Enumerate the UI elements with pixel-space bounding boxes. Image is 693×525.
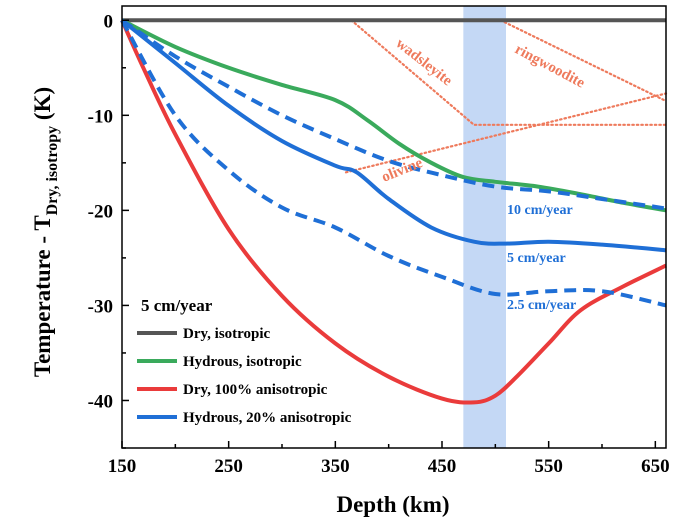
x-tick-label-0: 150 (108, 456, 137, 477)
x-tick-label-5: 650 (641, 456, 670, 477)
annotation-rate-2-5: 2.5 cm/year (507, 298, 576, 313)
legend-label-dry-anisotropic: Dry, 100% anisotropic (183, 382, 328, 398)
legend-label-dry-isotropic: Dry, isotropic (183, 326, 271, 342)
x-tick-label-4: 550 (534, 456, 563, 477)
y-tick-label-1: -10 (88, 106, 113, 127)
plot-frame (121, 5, 667, 449)
y-tick-label-2: -20 (88, 201, 113, 222)
series-line-4 (120, 18, 667, 211)
annotation-rate-5: 5 cm/year (507, 251, 566, 266)
legend-title: 5 cm/year (141, 296, 213, 315)
annotation-olivine: olivine (380, 155, 426, 186)
transition-zone-band-layer (463, 6, 506, 448)
y-axis-title-unit: (K) (30, 87, 55, 126)
axes-layer: 150 250 350 450 550 650 0 -10 -20 -30 -40 (88, 5, 670, 477)
y-tick-label-0: 0 (104, 11, 114, 32)
x-tick-label-1: 250 (214, 456, 243, 477)
x-axis-title: Depth (km) (336, 492, 449, 517)
annotation-rate-10: 10 cm/year (507, 203, 573, 218)
phase-boundary-layer (344, 19, 668, 174)
legend-label-hydrous-isotropic: Hydrous, isotropic (183, 354, 302, 370)
series-line-3 (120, 18, 667, 253)
y-tick-label-3: -30 (88, 296, 113, 317)
phase-boundary-line-0 (344, 92, 668, 174)
x-tick-label-3: 450 (428, 456, 457, 477)
legend: 5 cm/year Dry, isotropic Hydrous, isotro… (137, 296, 352, 426)
phase-boundary-line-1 (350, 19, 668, 126)
y-axis-title-main: Temperature - T (30, 215, 55, 377)
transition-zone-band (463, 6, 506, 448)
y-axis-title-subscript: Dry, isotropy (44, 126, 61, 215)
series-layer (120, 18, 667, 405)
series-line-2 (120, 19, 667, 405)
y-tick-label-4: -40 (88, 391, 113, 412)
series-line-5 (120, 19, 667, 308)
annotation-ringwoodite: ringwoodite (512, 41, 588, 91)
x-tick-label-2: 350 (321, 456, 350, 477)
legend-label-hydrous-anisotropic: Hydrous, 20% anisotropic (183, 410, 352, 426)
y-axis-title: Temperature - TDry, isotropy (K) (30, 87, 61, 377)
phase-boundary-line-2 (499, 19, 668, 103)
